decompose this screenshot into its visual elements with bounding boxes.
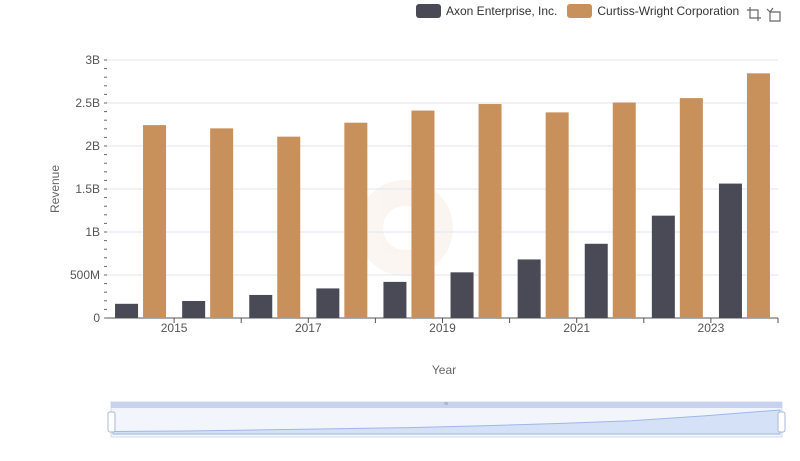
data-zoom-slider[interactable]: ≡ [107,401,786,438]
y-tick-label: 2.5B [75,96,100,110]
bar-curtiss [545,112,569,319]
bar-curtiss [210,128,234,318]
bar-curtiss [143,125,167,319]
bar-axon [584,243,608,318]
bar-axon [517,259,541,318]
x-axis-title: Year [432,363,456,377]
slider-left-handle[interactable] [107,411,116,433]
x-tick-label: 2015 [161,321,188,335]
bar-axon [316,288,340,318]
toolbox [746,6,786,22]
bar-axon [182,300,206,318]
bar-curtiss [612,102,636,318]
grid-lines [107,59,778,319]
y-tick-label: 1B [85,225,100,239]
bar-curtiss [679,98,703,319]
slider-right-handle[interactable] [777,411,786,433]
bar-curtiss [746,73,770,318]
bar-curtiss [277,136,301,318]
x-axis: 2015 2017 2019 2021 2023 [107,317,779,335]
bar-curtiss [478,104,502,318]
x-tick-label: 2023 [698,321,725,335]
x-tick-label: 2021 [563,321,590,335]
y-tick-label: 0 [93,311,100,325]
bar-axon [115,303,139,318]
legend-label-curtiss: Curtiss-Wright Corporation [597,4,740,18]
x-tick-label: 2017 [295,321,322,335]
legend-swatch-curtiss [567,4,593,18]
legend-item-curtiss[interactable]: Curtiss-Wright Corporation [567,4,739,18]
bar-axon [651,215,675,318]
bar-axon [249,294,273,318]
bar-axon [718,183,742,318]
legend-swatch-axon [416,4,441,18]
y-tick-label: 500M [70,268,100,282]
x-tick-label: 2019 [429,321,456,335]
watermark-logo [357,180,453,276]
legend: Axon Enterprise, Inc. Curtiss-Wright Cor… [416,4,749,18]
slider-preview-area [112,409,781,435]
y-tick-label: 3B [85,53,100,67]
slider-top-bar[interactable] [111,402,782,408]
y-axis-title: Revenue [48,165,62,213]
bar-axon [383,281,407,318]
legend-item-axon[interactable]: Axon Enterprise, Inc. [416,4,557,18]
restore-icon[interactable] [766,6,782,22]
slider-grip-icon[interactable]: ≡ [444,401,448,408]
legend-label-axon: Axon Enterprise, Inc. [446,4,558,18]
bar-curtiss [411,110,435,319]
bars [115,73,770,319]
y-tick-label: 1.5B [75,182,100,196]
bar-curtiss [344,122,368,318]
y-axis: 0 500M 1B 1.5B 2B 2.5B 3B [70,53,107,325]
y-tick-label: 2B [85,139,100,153]
zoom-select-icon[interactable] [746,6,762,22]
bar-axon [450,272,474,318]
